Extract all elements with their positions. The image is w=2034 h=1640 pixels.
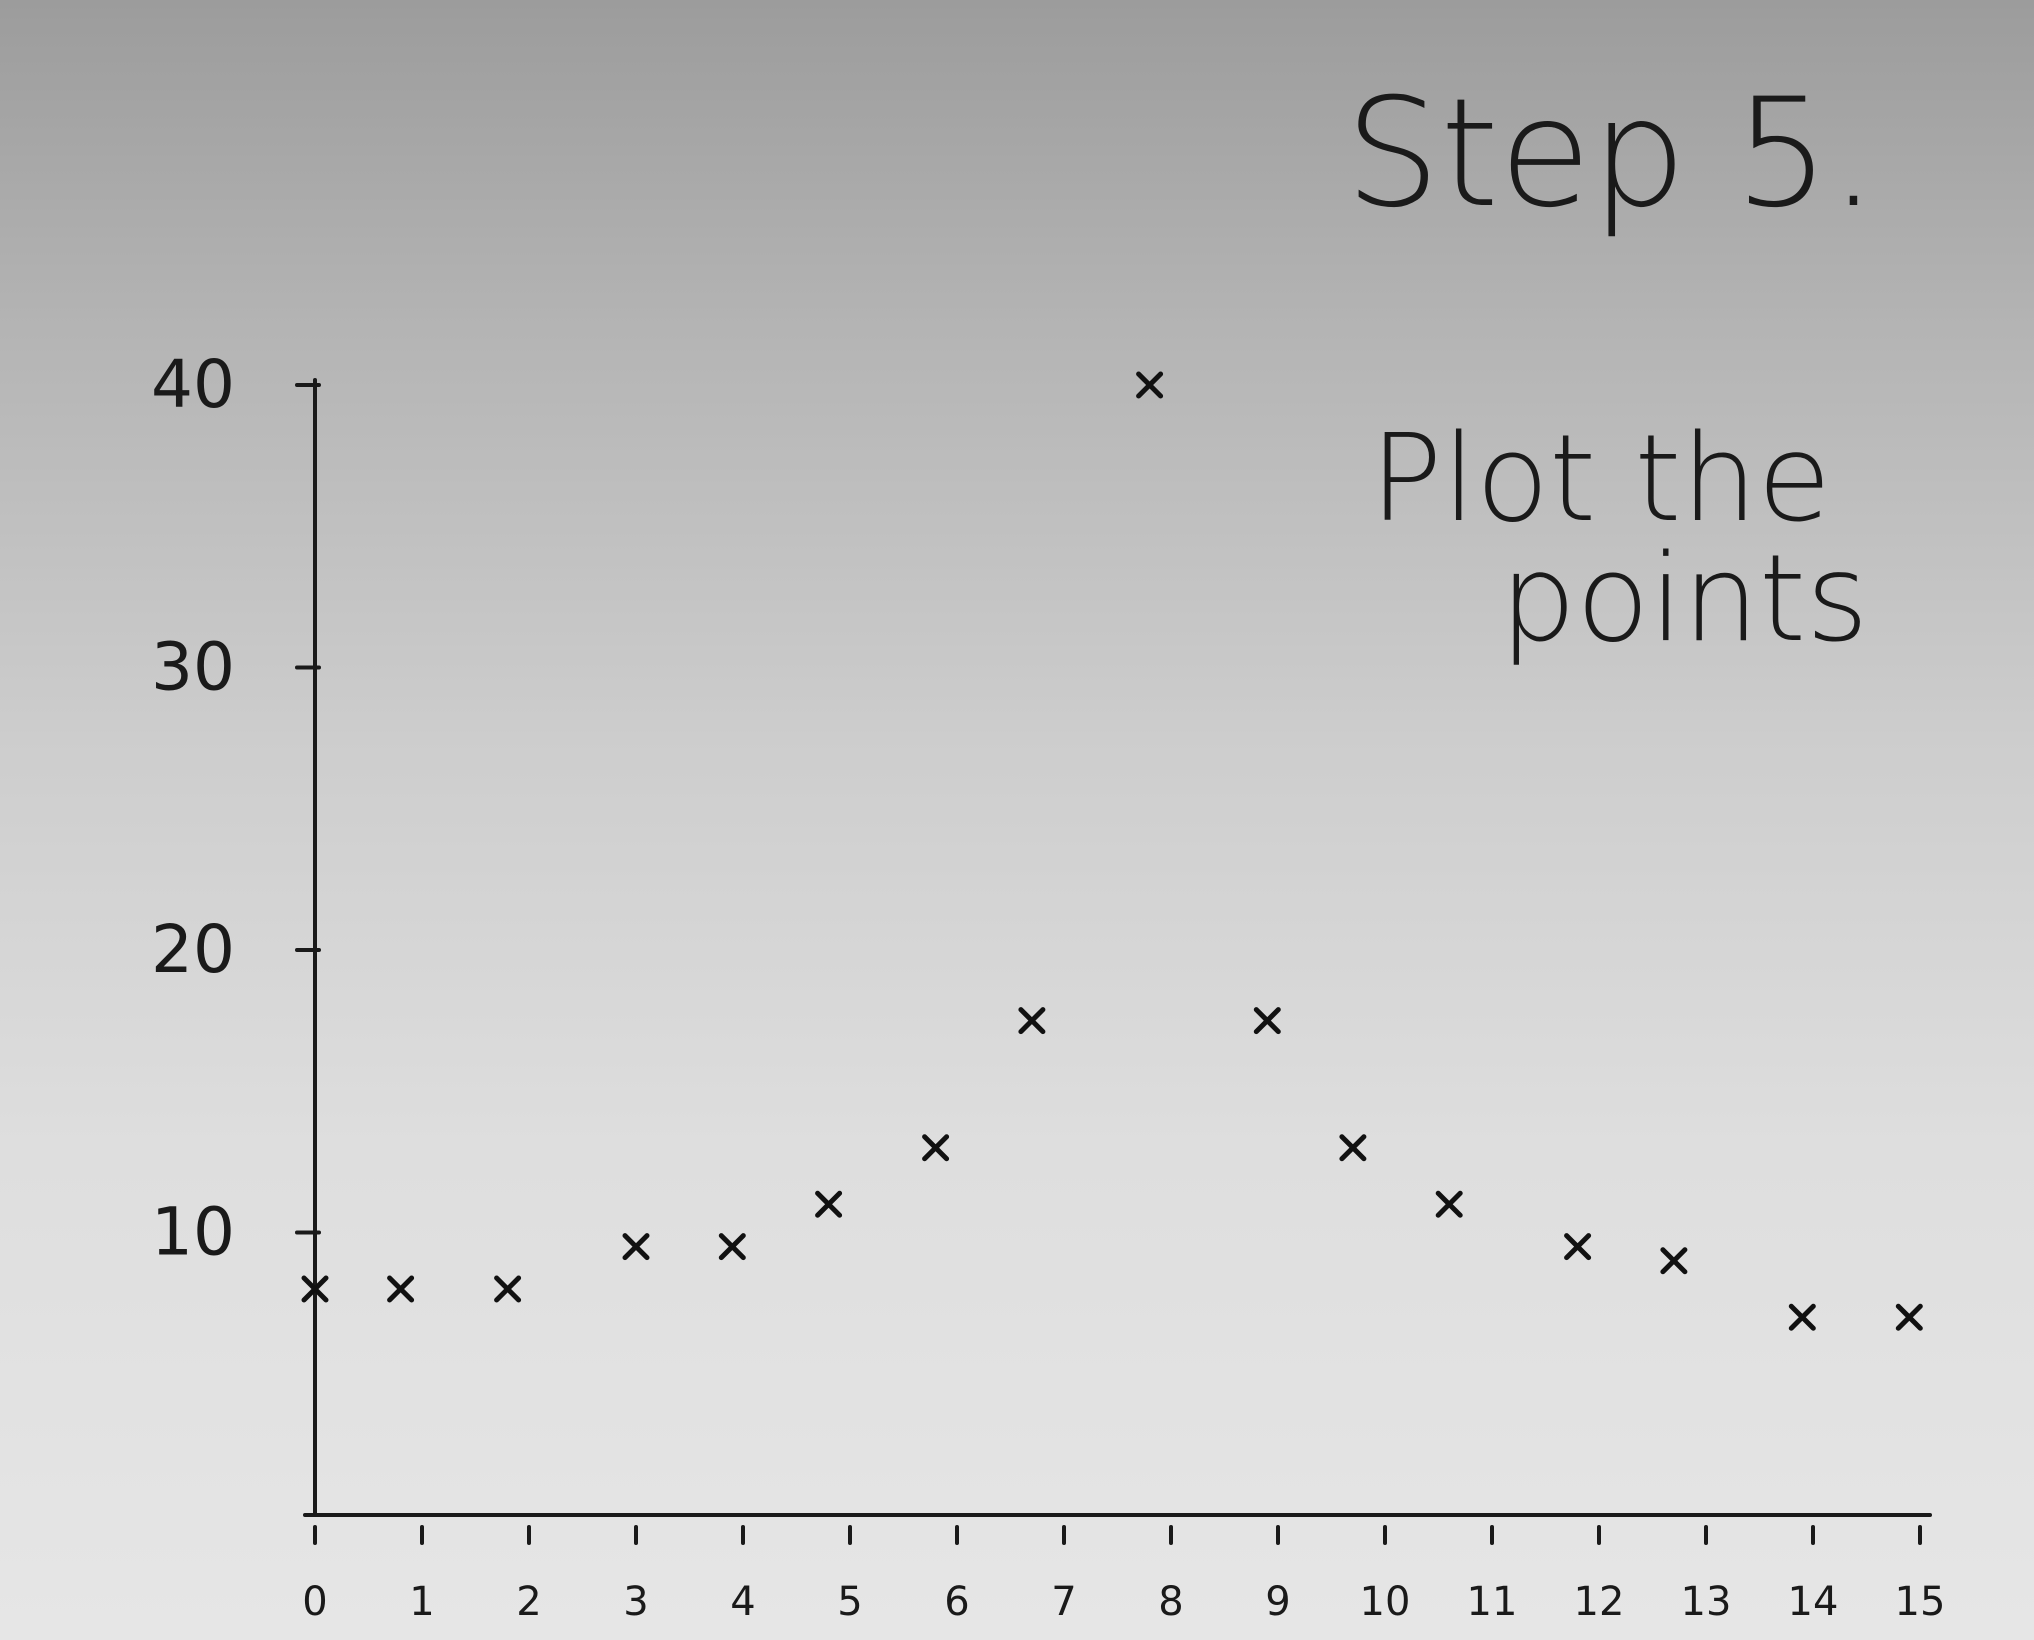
data-point-x-mark <box>1253 1007 1281 1035</box>
x-tick-label: 12 <box>1574 1579 1625 1625</box>
x-tick-label: 2 <box>516 1579 541 1625</box>
y-tick-label: 40 <box>151 346 235 423</box>
data-point-x-mark <box>815 1190 843 1218</box>
data-point-x-mark <box>387 1275 415 1303</box>
chart-axes <box>303 378 1932 1517</box>
data-point-x-mark <box>1435 1190 1463 1218</box>
data-point-x-mark <box>1788 1303 1816 1331</box>
data-point-x-mark <box>622 1233 650 1261</box>
data-point-x-mark <box>718 1233 746 1261</box>
data-point-x-mark <box>1895 1303 1923 1331</box>
x-tick-label: 11 <box>1467 1579 1518 1625</box>
x-tick-label: 8 <box>1158 1579 1183 1625</box>
data-point-x-mark <box>1660 1247 1688 1275</box>
x-tick-label: 7 <box>1051 1579 1076 1625</box>
x-tick-label: 6 <box>944 1579 969 1625</box>
x-tick-label: 0 <box>302 1579 327 1625</box>
data-point-x-mark <box>1136 371 1164 399</box>
y-tick-label: 10 <box>151 1194 235 1271</box>
x-tick-label: 14 <box>1788 1579 1839 1625</box>
x-tick-label: 9 <box>1265 1579 1290 1625</box>
x-tick-label: 3 <box>623 1579 648 1625</box>
x-tick-label: 4 <box>730 1579 755 1625</box>
chart-ticks <box>295 383 1922 1545</box>
instruction-line-2: points <box>1500 530 1869 669</box>
step-heading: Step 5. <box>1345 67 1877 241</box>
x-tick-label: 10 <box>1360 1579 1411 1625</box>
x-tick-label: 15 <box>1895 1579 1946 1625</box>
data-point-x-mark <box>301 1275 329 1303</box>
data-point-x-mark <box>1564 1233 1592 1261</box>
chart-points <box>301 371 1923 1331</box>
data-point-x-mark <box>922 1134 950 1162</box>
x-tick-label: 13 <box>1681 1579 1732 1625</box>
data-point-x-mark <box>494 1275 522 1303</box>
y-tick-label: 30 <box>151 629 235 706</box>
x-tick-label: 1 <box>409 1579 434 1625</box>
data-point-x-mark <box>1018 1007 1046 1035</box>
y-tick-label: 20 <box>151 911 235 988</box>
x-tick-label: 5 <box>837 1579 862 1625</box>
data-point-x-mark <box>1339 1134 1367 1162</box>
instruction-line-1: Plot the <box>1370 410 1831 549</box>
